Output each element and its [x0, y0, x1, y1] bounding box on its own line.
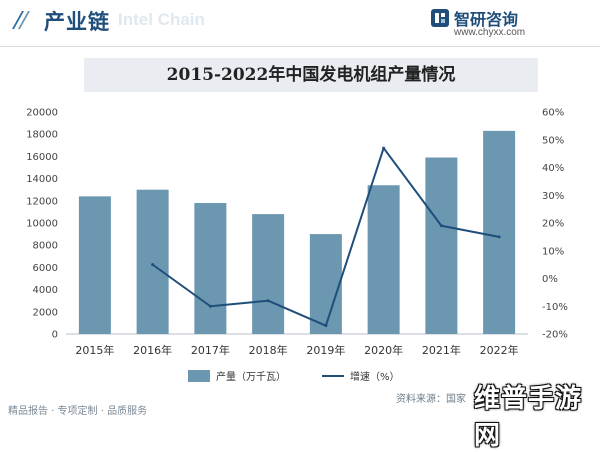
legend-label-output: 产量（万千瓦）	[216, 370, 286, 383]
x-axis-tick-label: 2018年	[249, 343, 288, 357]
bar-2021年	[425, 157, 458, 334]
left-axis-tick-label: 8000	[33, 241, 58, 252]
bar-2020年	[367, 185, 400, 334]
left-axis-tick-label: 12000	[26, 196, 58, 207]
growth-rate-point	[151, 263, 155, 267]
left-axis-tick-label: 16000	[26, 152, 58, 163]
growth-rate-point	[324, 324, 328, 328]
left-axis-tick-label: 20000	[26, 108, 58, 119]
logo-icon	[431, 9, 449, 27]
right-axis-tick-label: 10%	[542, 246, 564, 257]
right-axis-tick-label: 40%	[542, 163, 564, 174]
corner-watermark: 维普手游网	[474, 384, 583, 451]
right-axis-tick-label: 0%	[542, 274, 558, 285]
right-axis-tick-label: -10%	[542, 302, 568, 313]
growth-rate-point	[497, 235, 501, 239]
right-axis-tick-label: -20%	[542, 330, 568, 341]
header-divider	[0, 46, 600, 47]
footer-slogan: 精品报告 · 专项定制 · 品质服务	[8, 406, 148, 417]
legend-swatch-output	[188, 370, 210, 382]
right-axis-tick-label: 50%	[542, 135, 564, 146]
x-axis-tick-label: 2015年	[75, 343, 114, 357]
data-source: 资料来源：国家	[396, 394, 466, 405]
right-axis-tick-label: 20%	[542, 219, 564, 230]
growth-rate-point	[266, 299, 270, 303]
header-watermark: Intel Chain	[118, 10, 205, 29]
left-axis-tick-label: 0	[52, 330, 58, 341]
bar-2017年	[194, 203, 227, 334]
x-axis-tick-label: 2016年	[133, 343, 172, 357]
bar-2018年	[252, 214, 285, 334]
left-axis-tick-label: 2000	[33, 307, 58, 318]
right-axis-tick-label: 30%	[542, 191, 564, 202]
right-axis-tick-label: 60%	[542, 108, 564, 119]
bar-2022年	[483, 130, 516, 334]
logo-name: 智研咨询	[454, 10, 519, 29]
bar-2015年	[78, 196, 111, 334]
growth-rate-point	[208, 304, 212, 308]
brand-logo: 智研咨询 www.chyxx.com	[410, 6, 580, 42]
x-axis-tick-label: 2021年	[422, 343, 461, 357]
chart-title-band: 2015-2022年中国发电机组产量情况	[84, 58, 538, 92]
growth-rate-point	[439, 224, 443, 228]
x-axis-tick-label: 2019年	[306, 343, 345, 357]
growth-rate-point	[382, 146, 386, 150]
chart: 0 2000 4000 6000 8000 10000 12000 14000 16000 180…	[26, 108, 568, 384]
chart-title: 2015-2022年中国发电机组产量情况	[166, 65, 456, 85]
left-axis-tick-label: 18000	[26, 130, 58, 141]
logo-url: www.chyxx.com	[454, 27, 526, 38]
bar-2016年	[136, 189, 169, 334]
legend-label-growth: 增速（%）	[350, 370, 400, 383]
section-title: 产业链	[44, 10, 110, 34]
x-axis-tick-label: 2020年	[364, 343, 403, 357]
brand-mark-icon	[12, 11, 30, 29]
bar-2019年	[309, 234, 342, 334]
left-axis-tick-label: 4000	[33, 285, 58, 296]
left-axis-tick-label: 14000	[26, 174, 58, 185]
top-header: 产业链 Intel Chain 智研咨询 www.chyxx.com	[0, 0, 600, 44]
x-axis-tick-label: 2017年	[191, 343, 230, 357]
x-axis-tick-label: 2022年	[480, 343, 519, 357]
left-axis-tick-label: 6000	[33, 263, 58, 274]
left-axis-tick-label: 10000	[26, 219, 58, 230]
